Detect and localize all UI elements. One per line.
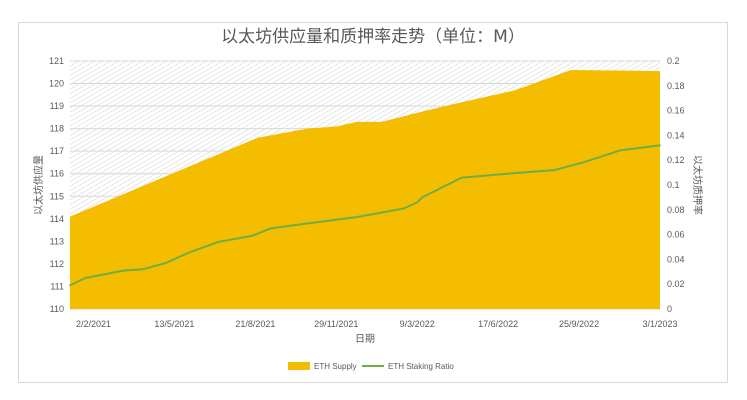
y-axis-left-label: 以太坊供应量 xyxy=(32,155,45,215)
x-tick: 2/2/2021 xyxy=(76,319,111,329)
y-tick-right: 0.08 xyxy=(667,205,685,215)
supply-area xyxy=(70,70,660,309)
staking-ratio-point xyxy=(416,201,419,204)
staking-ratio-point xyxy=(519,171,522,174)
y-tick-right: 0.04 xyxy=(667,254,685,264)
staking-ratio-point xyxy=(164,262,167,264)
y-tick-right: 0.2 xyxy=(667,56,680,66)
y-tick-left: 117 xyxy=(50,146,64,156)
staking-ratio-point xyxy=(659,144,661,147)
staking-ratio-point xyxy=(402,207,405,210)
staking-ratio-point xyxy=(251,235,253,237)
legend-label-supply: ETH Supply xyxy=(314,362,357,371)
staking-ratio-point xyxy=(421,196,423,199)
y-tick-left: 119 xyxy=(50,101,64,111)
legend-swatch-supply xyxy=(288,362,310,370)
y-tick-left: 121 xyxy=(49,56,64,66)
x-tick: 29/11/2021 xyxy=(314,319,358,329)
staking-ratio-point xyxy=(307,222,309,225)
legend: ETH Supply ETH Staking Ratio xyxy=(288,362,454,371)
y-tick-left: 111 xyxy=(50,281,64,291)
y-tick-right: 0.16 xyxy=(667,106,685,116)
staking-ratio-point xyxy=(354,216,357,219)
y-tick-right: 0 xyxy=(667,304,672,314)
x-tick: 21/8/2021 xyxy=(235,319,275,329)
y-tick-left: 112 xyxy=(50,259,64,269)
y-tick-right: 0.02 xyxy=(667,279,685,289)
chart-title: 以太坊供应量和质押率走势（单位：M） xyxy=(221,27,525,47)
y-tick-left: 114 xyxy=(50,214,64,224)
y-tick-left: 115 xyxy=(50,191,64,201)
y-tick-right: 0.12 xyxy=(667,155,685,165)
staking-ratio-point xyxy=(69,284,71,287)
y-tick-right: 0.06 xyxy=(667,230,685,240)
y-axis-right-label: 以太坊质押率 xyxy=(691,155,704,215)
staking-ratio-point xyxy=(84,277,87,279)
staking-ratio-point xyxy=(217,241,219,243)
x-tick: 17/6/2022 xyxy=(478,319,518,329)
y-tick-left: 110 xyxy=(50,304,64,314)
y-tick-right: 0.18 xyxy=(667,81,685,91)
y-tick-left: 116 xyxy=(50,169,64,179)
staking-ratio-point xyxy=(269,227,272,230)
y-tick-left: 113 xyxy=(50,236,64,246)
legend-label-staking: ETH Staking Ratio xyxy=(388,362,454,371)
x-tick: 25/9/2022 xyxy=(559,319,599,329)
x-tick: 13/5/2021 xyxy=(154,319,194,329)
staking-ratio-line xyxy=(69,144,661,287)
staking-ratio-point xyxy=(142,268,144,271)
staking-ratio-point xyxy=(122,269,125,272)
y-tick-left: 120 xyxy=(49,79,64,89)
staking-ratio-point xyxy=(553,169,555,171)
staking-ratio-point xyxy=(619,149,622,152)
staking-ratio-point xyxy=(460,176,463,179)
y-tick-right: 0.14 xyxy=(667,130,685,140)
staking-ratio-point xyxy=(581,161,584,164)
x-tick: 9/3/2022 xyxy=(400,319,435,329)
y-tick-left: 118 xyxy=(50,124,64,134)
y-tick-right: 0.1 xyxy=(667,180,680,190)
x-axis-label: 日期 xyxy=(355,333,375,345)
x-tick: 3/1/2023 xyxy=(642,319,677,329)
staking-ratio-point xyxy=(186,252,189,254)
